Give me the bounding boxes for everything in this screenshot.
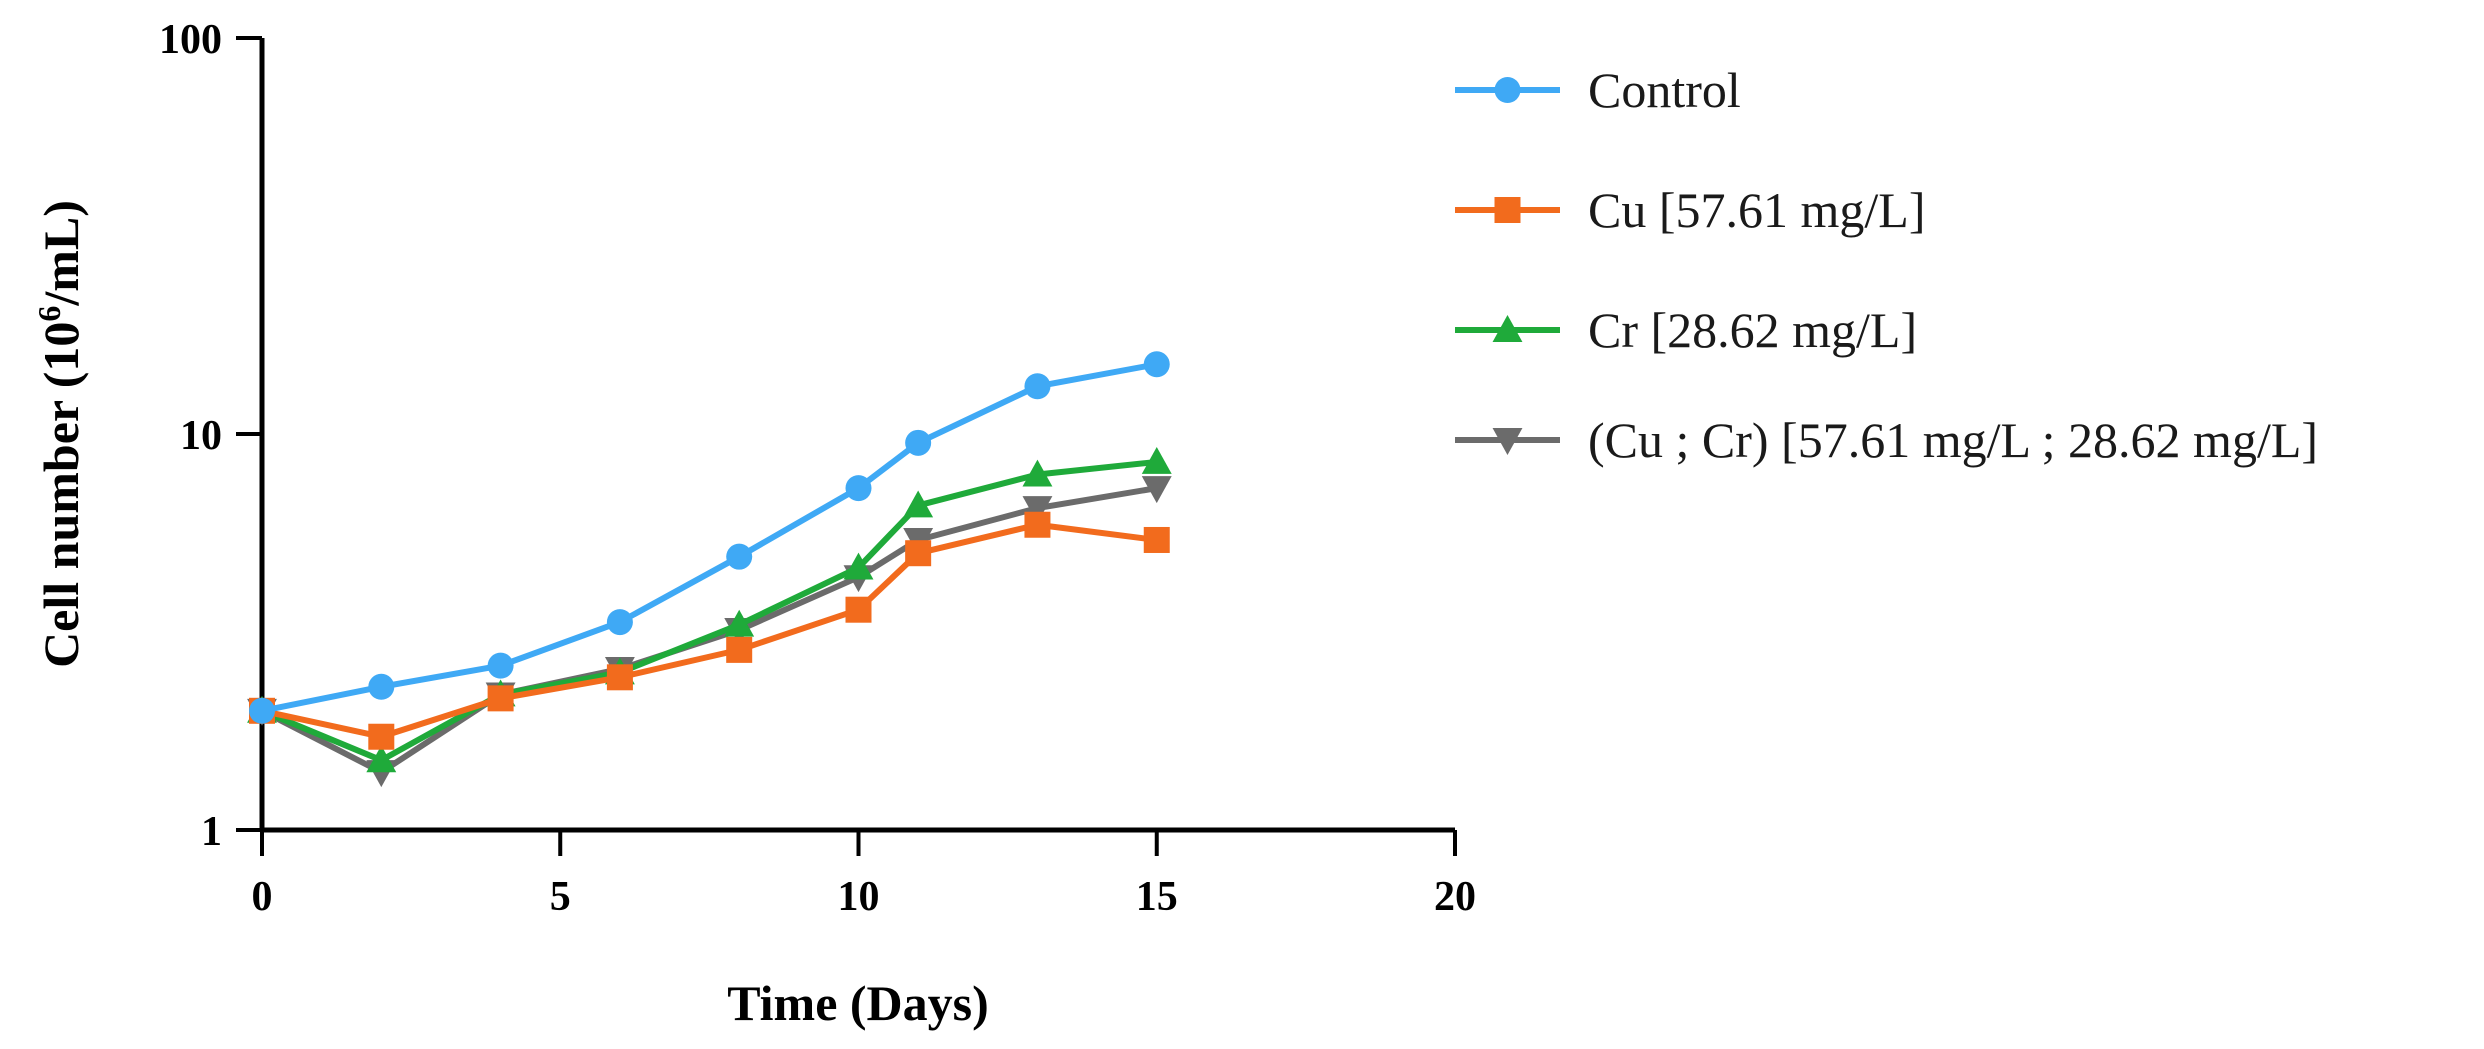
y-axis-title-main: Cell number (10: [33, 322, 89, 668]
y-axis-title-superscript: 6: [31, 306, 67, 322]
x-tick-label: 20: [1434, 874, 1476, 920]
axes: [259, 38, 1455, 833]
series-line: [261, 521, 1158, 740]
y-tick-label: 1: [201, 809, 222, 855]
data-point: [1024, 511, 1051, 538]
data-point: [726, 543, 753, 570]
data-point: [487, 652, 514, 679]
x-tick-label: 0: [252, 874, 273, 920]
data-point: [606, 664, 633, 691]
x-tick-label: 15: [1136, 874, 1178, 920]
data-point: [905, 429, 932, 456]
data-point: [845, 596, 872, 623]
data-point: [726, 636, 753, 663]
legend-marker: [1494, 197, 1521, 223]
data-point: [843, 552, 874, 580]
legend-label: Cr [28.62 mg/L]: [1588, 302, 1917, 358]
legend-entry: Control: [1455, 62, 1741, 118]
data-point: [1022, 459, 1053, 487]
series-2: [247, 447, 1172, 773]
x-axis-title: Time (Days): [727, 975, 989, 1031]
data-point: [249, 697, 275, 724]
data-point: [1143, 351, 1170, 378]
legend-label: (Cu ; Cr) [57.61 mg/L ; 28.62 mg/L]: [1588, 412, 2318, 468]
data-point: [366, 745, 397, 773]
series-1: [249, 511, 1170, 750]
data-point: [903, 490, 934, 518]
legend-label: Cu [57.61 mg/L]: [1588, 182, 1925, 238]
data-point: [606, 609, 633, 636]
data-point: [845, 475, 872, 502]
legend-entry: (Cu ; Cr) [57.61 mg/L ; 28.62 mg/L]: [1455, 412, 2318, 468]
series-line: [260, 458, 1158, 764]
legend-marker: [1494, 77, 1521, 103]
data-point: [1143, 526, 1170, 553]
data-point: [368, 673, 395, 700]
ticks: 0 5 10 15 20 1 10 100: [159, 17, 1476, 920]
series: [247, 351, 1172, 788]
data-point: [1141, 447, 1172, 474]
data-point: [1024, 373, 1051, 400]
data-point: [368, 723, 395, 750]
x-tick-label: 5: [550, 874, 571, 920]
y-axis-title-unit: /mL): [33, 200, 89, 307]
legend-marker: [1492, 428, 1523, 455]
data-point: [1022, 496, 1053, 524]
legend-entry: Cr [28.62 mg/L]: [1455, 302, 1917, 358]
series-0: [249, 351, 1170, 724]
data-point: [905, 540, 932, 567]
data-point: [724, 609, 755, 637]
y-tick-label: 100: [159, 17, 222, 63]
legend-label: Control: [1588, 62, 1741, 118]
y-axis-title: Cell number (106/mL): [31, 200, 89, 668]
data-point: [1141, 476, 1172, 504]
legend-marker: [1492, 315, 1523, 342]
data-point: [487, 685, 514, 712]
x-tick-label: 10: [838, 874, 880, 920]
legend-entry: Cu [57.61 mg/L]: [1455, 182, 1925, 238]
y-tick-label: 10: [180, 413, 222, 459]
legend: Control Cu [57.61 mg/L] Cr [28.62 mg/L] (Cu…: [1455, 62, 2318, 468]
